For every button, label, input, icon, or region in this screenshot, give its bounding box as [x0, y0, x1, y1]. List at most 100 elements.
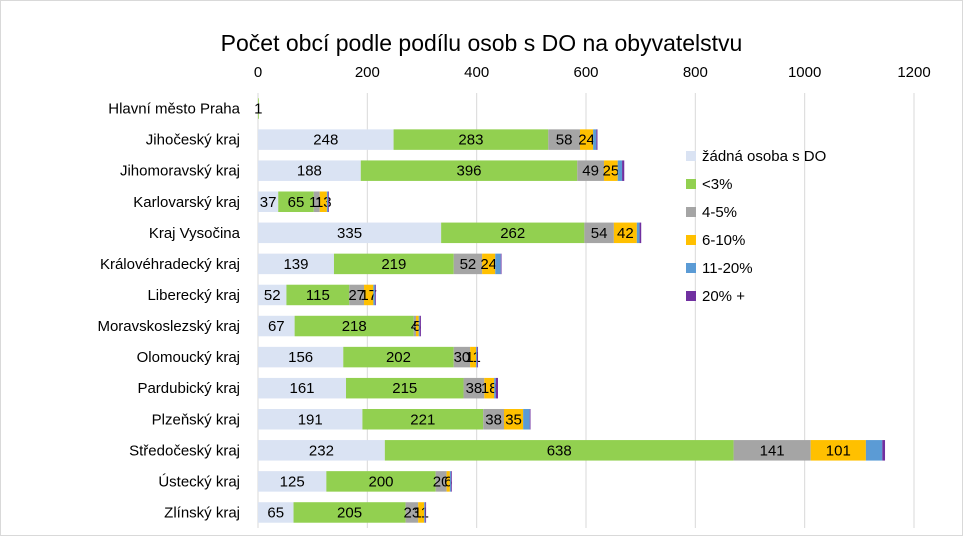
category-label: Kraj Vysočina: [149, 225, 241, 242]
bar-zadna-osoba-s-do[interactable]: [258, 253, 334, 275]
bar-3[interactable]: [384, 440, 734, 461]
bar-20[interactable]: [622, 160, 625, 181]
bar-zadna-osoba-s-do[interactable]: [258, 160, 361, 181]
bar-11-20[interactable]: [636, 222, 640, 244]
bar-6-10[interactable]: [579, 129, 594, 150]
bar-11-20[interactable]: [326, 191, 328, 213]
bar-4-5[interactable]: [435, 471, 447, 492]
legend-label: 11-20%: [702, 260, 753, 277]
legend-label: 20% +: [702, 288, 745, 305]
bar-4-5[interactable]: [584, 222, 614, 244]
data-label: 396: [456, 163, 481, 180]
bar-zadna-osoba-s-do[interactable]: [258, 471, 327, 492]
x-tick-label: 400: [464, 64, 489, 81]
bar-zadna-osoba-s-do[interactable]: [258, 315, 295, 337]
data-label: 205: [337, 504, 362, 521]
bar-20[interactable]: [374, 284, 376, 306]
bar-11-20[interactable]: [523, 408, 530, 430]
bar-4-5[interactable]: [313, 191, 320, 213]
category-label: Královéhradecký kraj: [100, 256, 240, 273]
bar-4-5[interactable]: [463, 377, 485, 399]
bar-zadna-osoba-s-do[interactable]: [258, 502, 294, 523]
bar-3[interactable]: [326, 471, 436, 492]
bar-20[interactable]: [425, 502, 427, 523]
bar-20[interactable]: [529, 408, 531, 430]
legend-swatch-3: [686, 179, 696, 189]
bar-4-5[interactable]: [453, 253, 483, 275]
data-label: 65: [267, 504, 284, 521]
bar-zadna-osoba-s-do[interactable]: [258, 284, 287, 306]
bar-4-5[interactable]: [453, 346, 471, 368]
bar-20[interactable]: [419, 315, 421, 337]
bar-6-10[interactable]: [364, 284, 374, 306]
bar-11-20[interactable]: [449, 471, 451, 492]
bar-zadna-osoba-s-do[interactable]: [258, 191, 279, 213]
bar-3[interactable]: [360, 160, 578, 181]
bar-3[interactable]: [346, 377, 464, 399]
bar-6-10[interactable]: [446, 471, 450, 492]
bar-20[interactable]: [500, 253, 502, 275]
bar-4-5[interactable]: [577, 160, 605, 181]
bar-3[interactable]: [362, 408, 484, 430]
bar-6-10[interactable]: [470, 346, 477, 368]
bar-6-10[interactable]: [604, 160, 618, 181]
bar-11-20[interactable]: [418, 315, 420, 337]
legend-swatch-20: [686, 291, 696, 301]
bar-6-10[interactable]: [504, 408, 524, 430]
bar-6-10[interactable]: [418, 502, 425, 523]
bar-6-10[interactable]: [613, 222, 637, 244]
bar-zadna-osoba-s-do[interactable]: [258, 440, 385, 461]
bar-3[interactable]: [258, 98, 259, 119]
bar-20[interactable]: [327, 191, 329, 213]
bar-zadna-osoba-s-do[interactable]: [258, 377, 347, 399]
category-label: Karlovarský kraj: [133, 194, 240, 211]
bar-20[interactable]: [450, 471, 452, 492]
data-label: 141: [760, 442, 785, 459]
bar-zadna-osoba-s-do[interactable]: [258, 129, 394, 150]
bar-3[interactable]: [278, 191, 314, 213]
bar-zadna-osoba-s-do[interactable]: [258, 346, 344, 368]
data-label: 156: [288, 349, 313, 366]
data-label: 219: [381, 256, 406, 273]
bar-3[interactable]: [333, 253, 454, 275]
data-label: 54: [591, 225, 608, 242]
bar-zadna-osoba-s-do[interactable]: [258, 408, 363, 430]
data-label: 13: [315, 194, 332, 211]
bar-20[interactable]: [639, 222, 642, 244]
bar-20[interactable]: [495, 377, 498, 399]
bar-11-20[interactable]: [494, 377, 496, 399]
bar-11-20[interactable]: [424, 502, 426, 523]
bar-6-10[interactable]: [484, 377, 495, 399]
bar-4-5[interactable]: [413, 315, 416, 337]
bar-6-10[interactable]: [319, 191, 327, 213]
bar-4-5[interactable]: [733, 440, 811, 461]
data-label: 38: [485, 411, 502, 428]
bar-4-5[interactable]: [548, 129, 580, 150]
bar-6-10[interactable]: [415, 315, 419, 337]
bar-11-20[interactable]: [617, 160, 623, 181]
bar-4-5[interactable]: [405, 502, 419, 523]
bar-3[interactable]: [441, 222, 585, 244]
bar-zadna-osoba-s-do[interactable]: [258, 222, 442, 244]
bar-4-5[interactable]: [349, 284, 365, 306]
bar-20[interactable]: [477, 346, 479, 368]
bar-11-20[interactable]: [373, 284, 375, 306]
bar-3[interactable]: [286, 284, 350, 306]
bar-20[interactable]: [882, 440, 886, 461]
bar-3[interactable]: [294, 315, 414, 337]
bar-11-20[interactable]: [495, 253, 501, 275]
bar-6-10[interactable]: [482, 253, 496, 275]
data-label: 5: [413, 318, 421, 335]
bar-3[interactable]: [293, 502, 406, 523]
bar-6-10[interactable]: [810, 440, 866, 461]
data-label: 52: [264, 287, 281, 304]
bar-3[interactable]: [393, 129, 549, 150]
bar-20[interactable]: [596, 129, 598, 150]
bar-11-20[interactable]: [865, 440, 883, 461]
bar-4-5[interactable]: [483, 408, 504, 430]
category-label: Plzeňský kraj: [152, 411, 240, 428]
bar-11-20[interactable]: [593, 129, 597, 150]
bar-11-20[interactable]: [476, 346, 478, 368]
bar-3[interactable]: [343, 346, 454, 368]
